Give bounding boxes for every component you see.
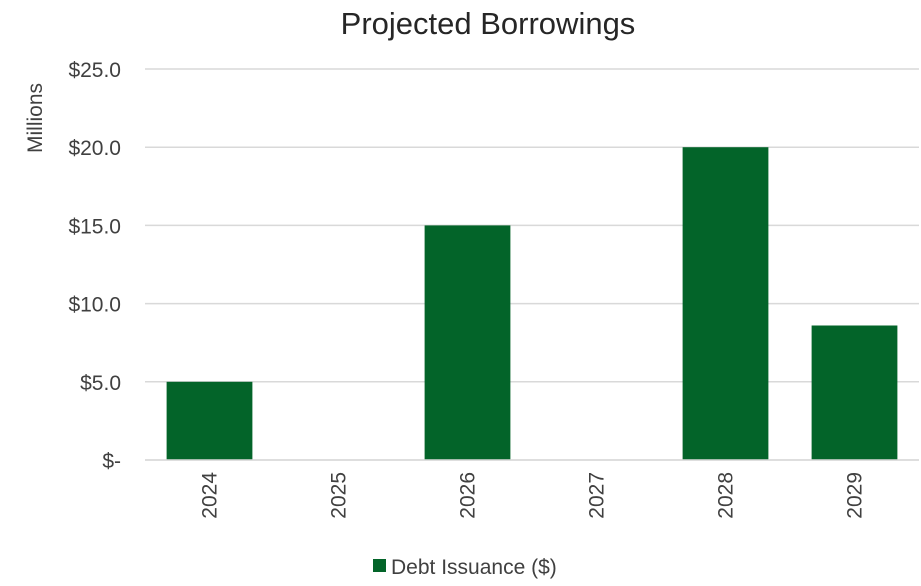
bars bbox=[145, 147, 919, 461]
x-tick-label: 2025 bbox=[328, 472, 351, 519]
y-tick-labels: $- $5.0 $10.0 $15.0 $20.0 $25.0 bbox=[68, 59, 121, 473]
bar-2024 bbox=[166, 381, 253, 460]
gridlines bbox=[145, 68, 919, 461]
y-tick-label: $15.0 bbox=[68, 215, 121, 238]
bar-2026 bbox=[424, 225, 511, 460]
x-tick-labels: 2024 2025 2026 2027 2028 2029 bbox=[199, 472, 867, 519]
x-tick-label: 2027 bbox=[586, 472, 609, 519]
bar-2028 bbox=[682, 147, 769, 460]
x-tick-label: 2028 bbox=[715, 472, 738, 519]
legend-swatch bbox=[373, 559, 386, 572]
y-tick-label: $10.0 bbox=[68, 294, 121, 317]
y-tick-label: $5.0 bbox=[80, 372, 121, 395]
x-tick-label: 2029 bbox=[844, 472, 867, 519]
x-tick-label: 2026 bbox=[457, 472, 480, 519]
y-axis-label: Millions bbox=[24, 83, 47, 153]
legend: Debt Issuance ($) bbox=[373, 556, 557, 579]
chart-title: Projected Borrowings bbox=[341, 6, 636, 41]
bar-2029 bbox=[811, 325, 898, 460]
legend-label: Debt Issuance ($) bbox=[391, 556, 557, 579]
y-tick-label: $- bbox=[102, 450, 121, 473]
y-tick-label: $20.0 bbox=[68, 137, 121, 160]
x-tick-label: 2024 bbox=[199, 472, 222, 519]
y-tick-label: $25.0 bbox=[68, 59, 121, 82]
